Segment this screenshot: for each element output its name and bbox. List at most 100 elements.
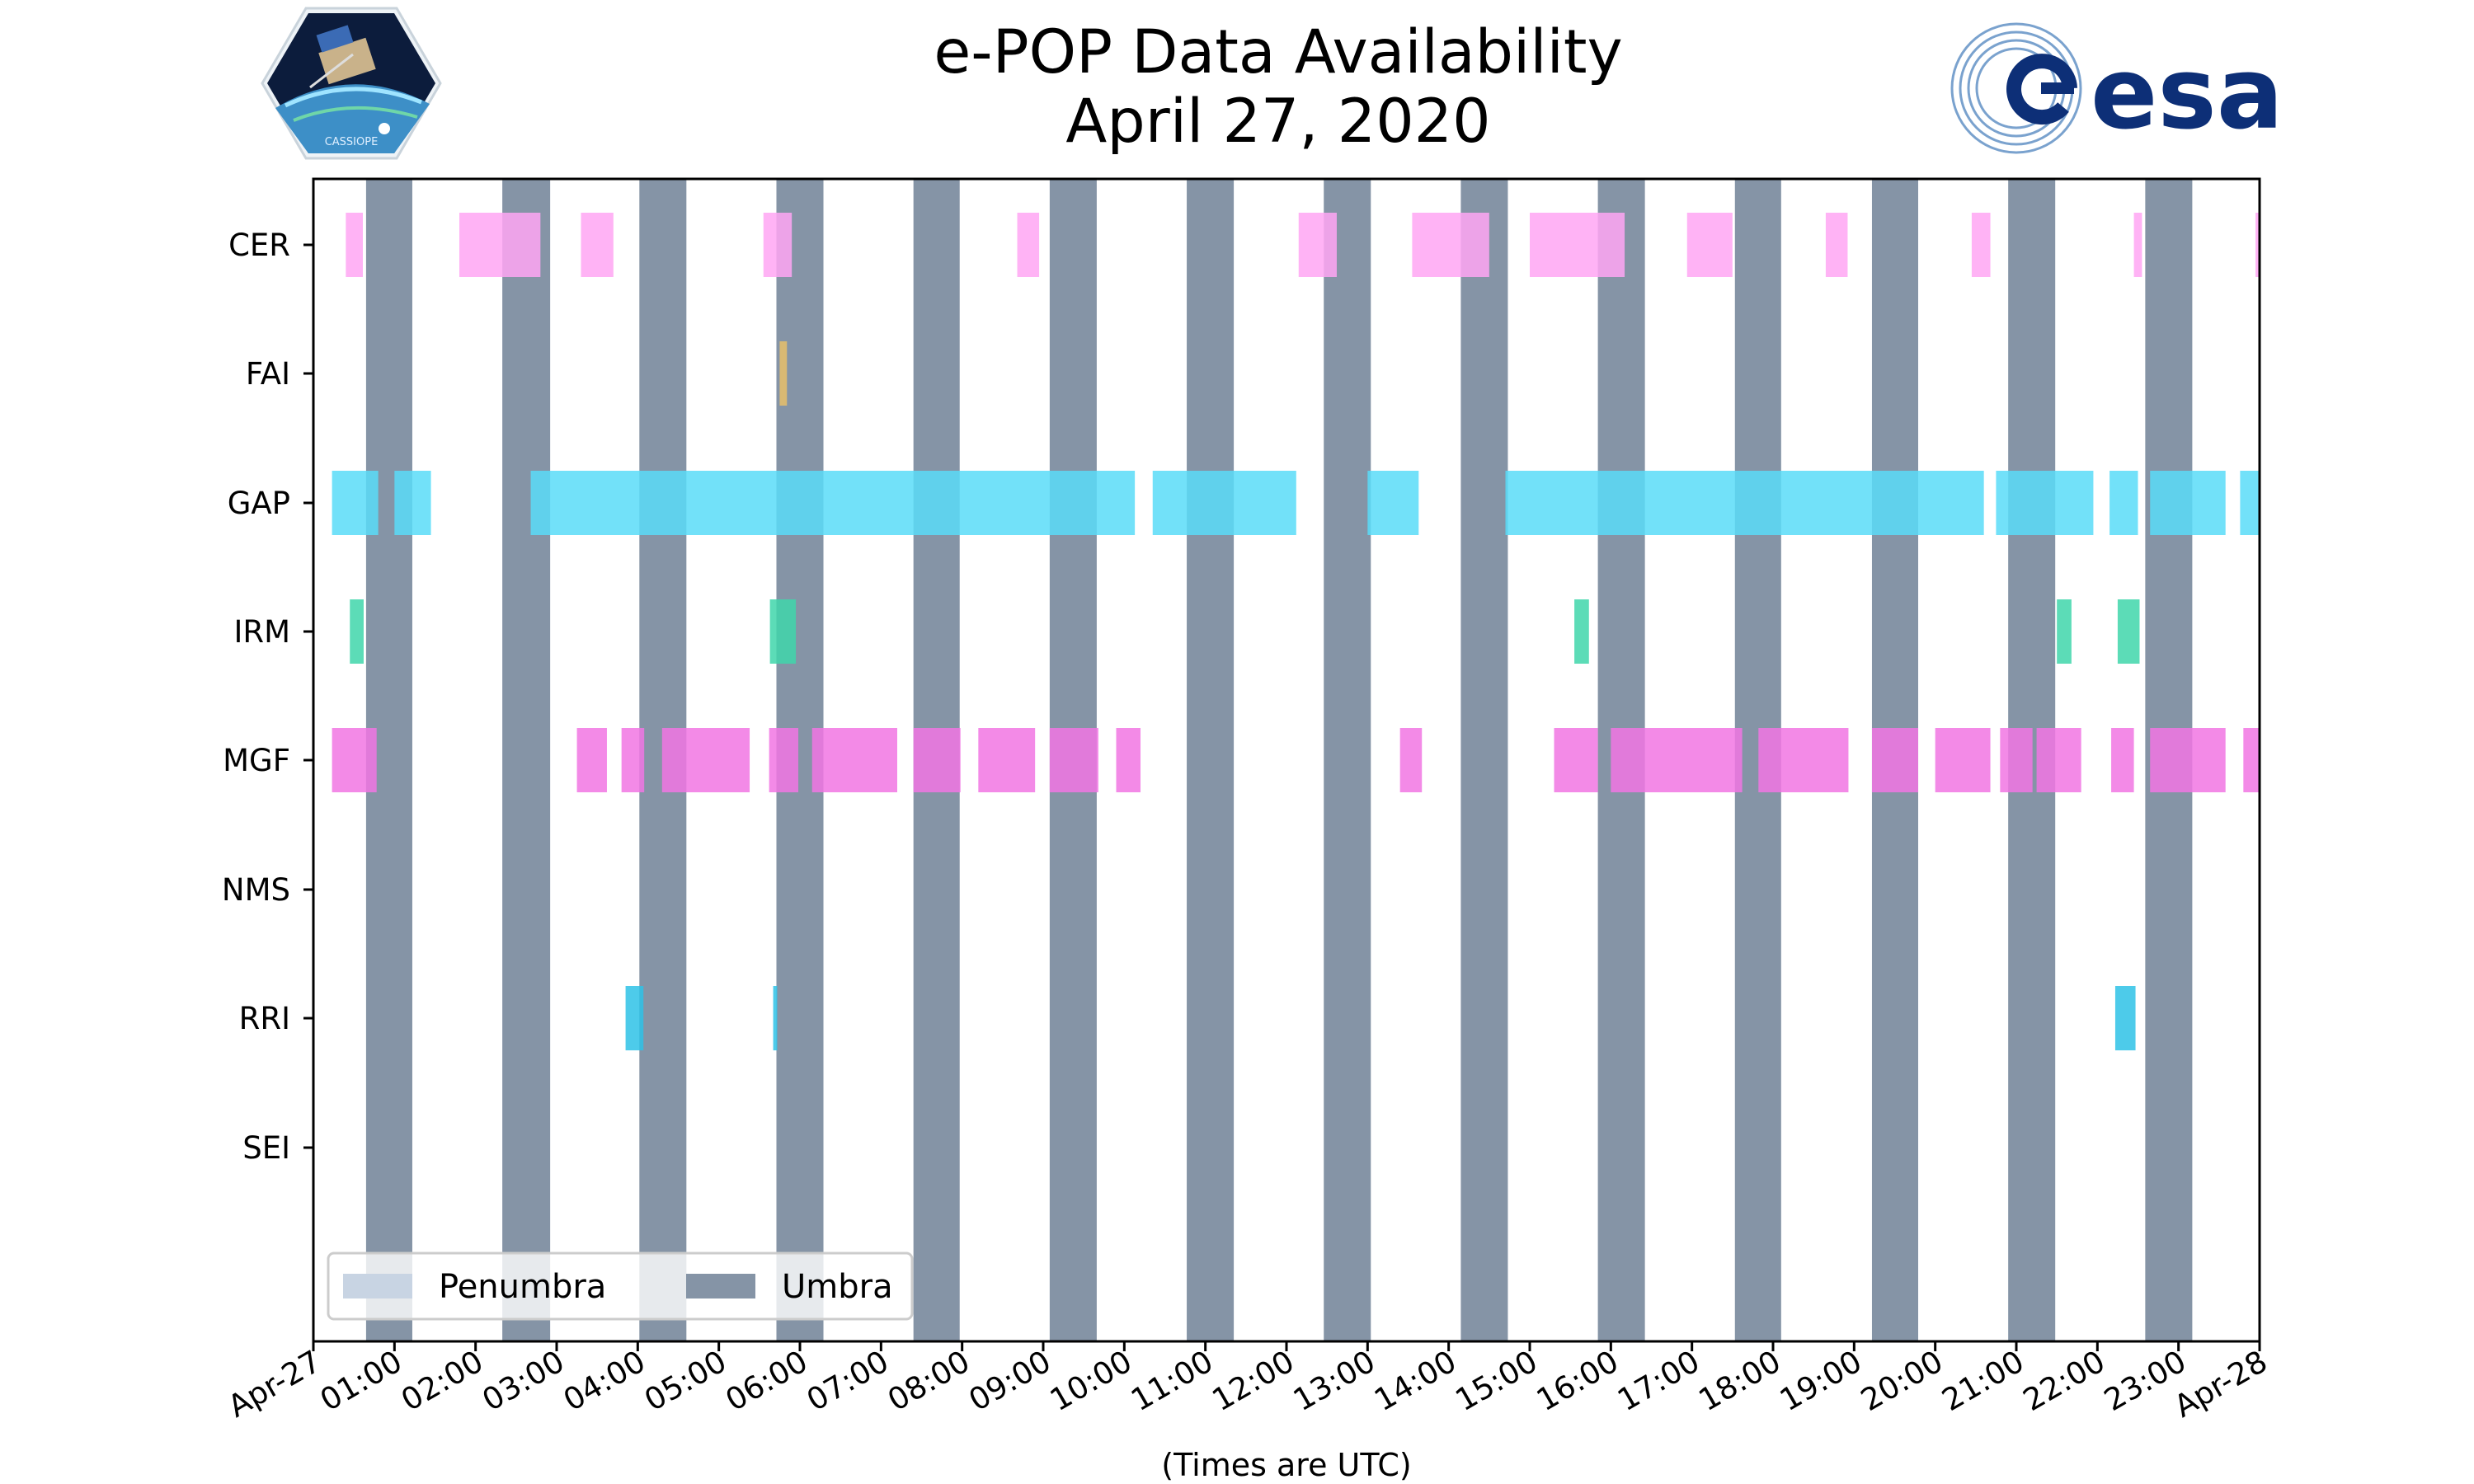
x-tick-label: 22:00: [2017, 1344, 2111, 1419]
availability-bar-mgf: [1935, 728, 1991, 792]
availability-bar-mgf: [1758, 728, 1849, 792]
availability-bar-mgf: [621, 728, 645, 792]
availability-bar-mgf: [576, 728, 607, 792]
availability-bar-cer: [763, 213, 793, 277]
cassiope-logo-text: CASSIOPE: [325, 136, 379, 148]
y-tick-label: SEI: [242, 1130, 290, 1166]
availability-bar-mgf: [1049, 728, 1098, 792]
availability-bar-cer: [1686, 213, 1733, 277]
x-tick-label: 16:00: [1531, 1344, 1625, 1419]
availability-bar-gap: [394, 471, 431, 535]
availability-bar-mgf: [1554, 728, 1598, 792]
availability-bar-mgf: [2036, 728, 2081, 792]
legend-label-penumbra: Penumbra: [439, 1268, 606, 1306]
x-tick-label: Apr-27: [222, 1344, 327, 1425]
availability-bar-gap: [1367, 471, 1419, 535]
esa-logo-text: esa: [2091, 37, 2284, 152]
availability-bar-mgf: [1871, 728, 1919, 792]
esa-logo: esa: [1950, 22, 2284, 154]
y-tick-label: IRM: [233, 614, 290, 650]
x-tick-label: Apr-28: [2168, 1344, 2273, 1425]
umbra-layer: [365, 179, 2193, 1341]
x-tick-label: 05:00: [638, 1344, 732, 1419]
availability-bar-cer: [581, 213, 614, 277]
x-tick-label: 17:00: [1611, 1344, 1705, 1419]
availability-bar-gap: [1996, 471, 2094, 535]
x-tick-label: 20:00: [1855, 1344, 1949, 1419]
legend-label-umbra: Umbra: [782, 1268, 893, 1306]
chart-title: e-POP Data Availability April 27, 2020: [0, 18, 2474, 157]
availability-bar-cer: [2255, 213, 2260, 277]
availability-bar-gap: [2240, 471, 2260, 535]
y-tick-label: MGF: [223, 743, 290, 778]
legend-swatch-umbra: [686, 1274, 755, 1298]
chart-title-line1: e-POP Data Availability: [934, 17, 1623, 87]
legend-swatch-penumbra: [343, 1274, 412, 1298]
x-tick-label: 21:00: [1936, 1344, 2030, 1419]
x-tick-label: 08:00: [882, 1344, 976, 1419]
x-tick-label: 09:00: [963, 1344, 1057, 1419]
availability-bar-mgf: [661, 728, 750, 792]
availability-bar-cer: [1412, 213, 1489, 277]
y-tick-label: FAI: [246, 356, 290, 392]
availability-bar-mgf: [2111, 728, 2134, 792]
legend: Penumbra Umbra: [327, 1252, 914, 1321]
x-tick-label: 10:00: [1044, 1344, 1138, 1419]
availability-bar-gap: [1152, 471, 1296, 535]
availability-bar-mgf: [1611, 728, 1743, 792]
availability-bar-gap: [332, 471, 379, 535]
legend-box: [327, 1252, 914, 1321]
x-tick-label: 07:00: [801, 1344, 895, 1419]
x-tick-label: 03:00: [477, 1344, 571, 1419]
x-tick-label: 06:00: [720, 1344, 814, 1419]
x-tick-label: 14:00: [1368, 1344, 1462, 1419]
x-tick-label: 13:00: [1287, 1344, 1381, 1419]
x-tick-label: 11:00: [1125, 1344, 1219, 1419]
availability-bar-cer: [1825, 213, 1848, 277]
availability-bar-rri: [773, 986, 778, 1050]
availability-bar-gap: [2150, 471, 2226, 535]
availability-bar-irm: [1574, 599, 1589, 664]
y-tick-label: RRI: [239, 1001, 290, 1036]
x-tick-label: 18:00: [1693, 1344, 1787, 1419]
availability-bars: [332, 213, 2260, 1050]
x-tick-label: 02:00: [395, 1344, 489, 1419]
availability-bar-rri: [625, 986, 644, 1050]
availability-bar-gap: [2109, 471, 2138, 535]
y-axis: CER FAI GAP IRM MGF NMS RRI SEI: [222, 228, 313, 1166]
availability-bar-mgf: [913, 728, 961, 792]
availability-bar-mgf: [2000, 728, 2033, 792]
availability-bar-mgf: [2150, 728, 2226, 792]
availability-bar-cer: [459, 213, 541, 277]
availability-bar-cer: [346, 213, 363, 277]
x-axis: Apr-2701:0002:0003:0004:0005:0006:0007:0…: [222, 1341, 2274, 1425]
availability-bar-cer: [1530, 213, 1625, 277]
x-tick-label: 19:00: [1774, 1344, 1868, 1419]
x-tick-label: 01:00: [314, 1344, 408, 1419]
x-tick-label: 04:00: [557, 1344, 651, 1419]
availability-bar-irm: [2057, 599, 2072, 664]
availability-bar-cer: [1298, 213, 1337, 277]
availability-bar-mgf: [1116, 728, 1141, 792]
availability-bar-mgf: [811, 728, 897, 792]
umbra-band: [1324, 179, 1371, 1341]
x-tick-label: 15:00: [1450, 1344, 1544, 1419]
availability-bar-rri: [2114, 986, 2136, 1050]
availability-bar-irm: [769, 599, 797, 664]
x-tick-label: 12:00: [1206, 1344, 1300, 1419]
umbra-band: [1187, 179, 1235, 1341]
y-tick-label: CER: [228, 228, 290, 263]
cassiope-logo: CASSIOPE: [261, 7, 442, 160]
chart-title-line2: April 27, 2020: [1065, 87, 1491, 157]
y-tick-label: NMS: [222, 872, 290, 908]
availability-bar-irm: [350, 599, 364, 664]
y-tick-label: GAP: [228, 486, 290, 521]
umbra-band: [1460, 179, 1508, 1341]
availability-bar-mgf: [1399, 728, 1423, 792]
umbra-band: [502, 179, 551, 1341]
availability-bar-irm: [2117, 599, 2140, 664]
availability-bar-cer: [2133, 213, 2142, 277]
availability-bar-mgf: [769, 728, 799, 792]
availability-bar-mgf: [2243, 728, 2260, 792]
